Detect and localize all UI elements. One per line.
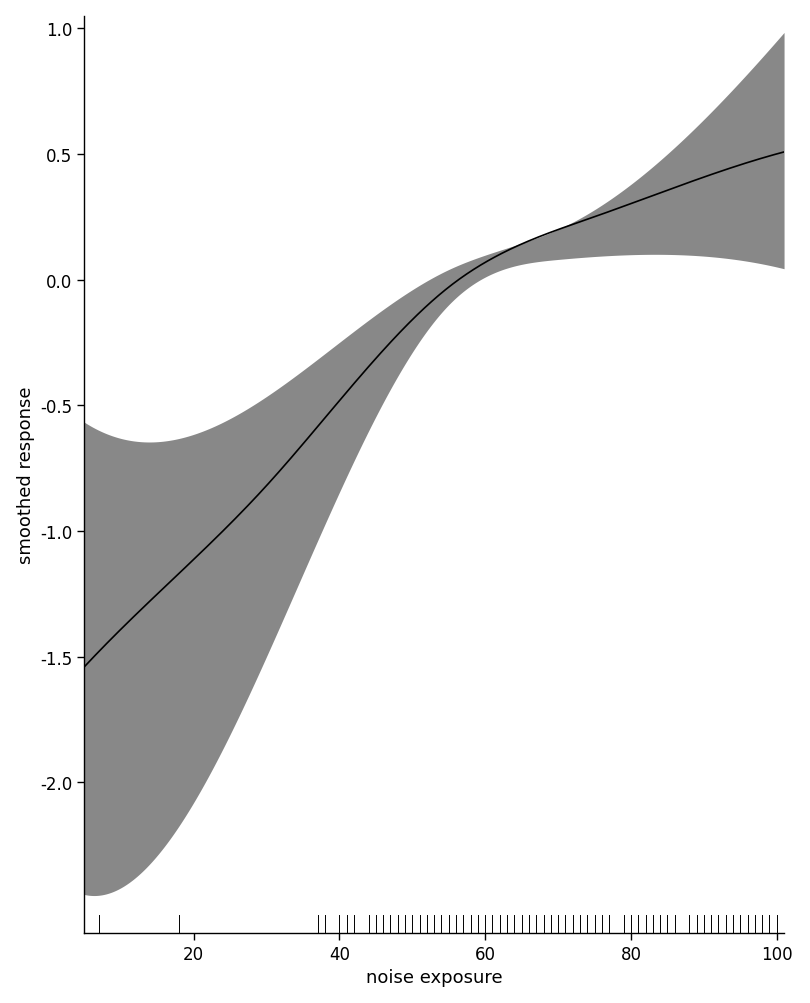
X-axis label: noise exposure: noise exposure (366, 968, 502, 986)
Y-axis label: smoothed response: smoothed response (17, 386, 35, 564)
